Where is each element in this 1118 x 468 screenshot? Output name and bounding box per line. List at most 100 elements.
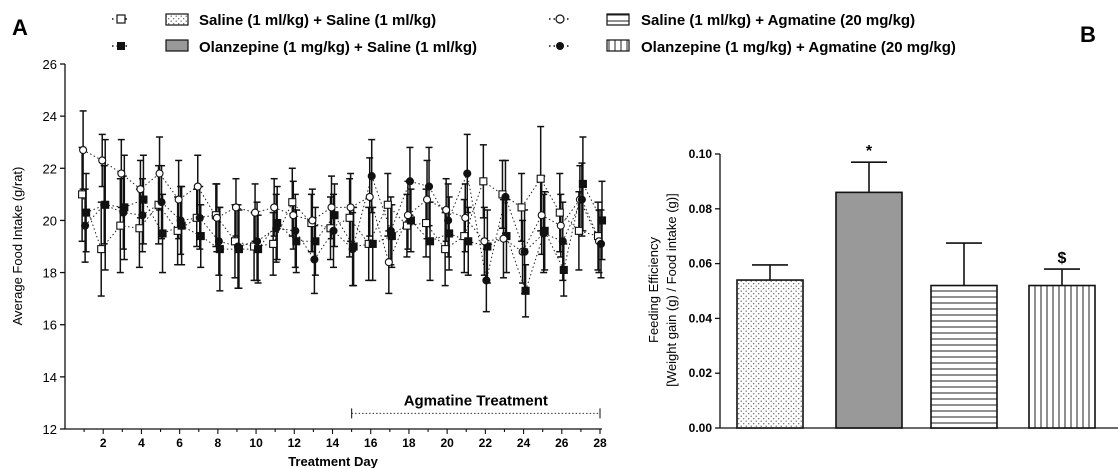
agmatine-treatment-label: Agmatine Treatment: [404, 392, 548, 409]
y-tick-label: 0.02: [689, 366, 713, 380]
marker-filled-circle: [539, 229, 548, 238]
marker-open-square: [97, 245, 106, 254]
marker-open-circle: [155, 169, 164, 178]
marker-filled-circle: [501, 192, 510, 202]
marker-open-circle: [384, 258, 393, 267]
marker-filled-circle: [558, 237, 567, 246]
marker-open-circle: [308, 216, 317, 225]
marker-open-circle: [461, 213, 470, 222]
chart-a-x-ticks: 2 4 6 8 10 12 14 16 18 20 22 24 26 28: [83, 429, 607, 450]
marker-open-circle: [556, 221, 565, 230]
panel-b-label: B: [1080, 22, 1096, 47]
marker-filled-circle: [482, 276, 491, 285]
x-tick-label: 6: [176, 436, 183, 450]
significance-label: $: [1058, 250, 1067, 267]
chart-a-series-lines: [81, 149, 603, 293]
marker-open-circle: [289, 211, 298, 220]
marker-filled-square: [158, 229, 167, 238]
legend-label: Olanzepine (1 mg/kg) + Agmatine (20 mg/k…: [641, 39, 956, 56]
x-tick-label: 28: [593, 436, 607, 450]
marker-open-circle: [251, 208, 260, 217]
marker-filled-square: [559, 265, 568, 275]
marker-filled-circle: [310, 255, 319, 264]
marker-filled-circle: [520, 247, 529, 256]
x-tick-label: 18: [402, 436, 416, 450]
chart-b-y-label-line2: [Weight gain (g) / Food intake (g)]: [664, 193, 679, 386]
marker-open-square: [574, 226, 583, 235]
marker-filled-circle: [348, 245, 357, 254]
chart-b-y-ticks: 0.00 0.02 0.04 0.06 0.08 0.10: [689, 147, 720, 435]
marker-open-circle: [403, 211, 412, 220]
marker-open-circle: [98, 156, 107, 165]
x-tick-label: 24: [517, 436, 531, 450]
y-tick-label: 22: [43, 161, 57, 176]
y-tick-label: 18: [43, 266, 57, 281]
y-tick-label: 16: [43, 318, 57, 333]
y-tick-label: 0.10: [689, 147, 713, 161]
marker-open-square: [536, 174, 545, 183]
marker-filled-circle: [405, 177, 414, 186]
legend-item-saline-agmatine: Saline (1 ml/kg) + Agmatine (20 mg/kg): [549, 12, 915, 29]
marker-open-square: [269, 239, 278, 248]
legend-item-olanzepine-agmatine: Olanzepine (1 mg/kg) + Agmatine (20 mg/k…: [549, 39, 956, 56]
marker-open-square: [479, 177, 488, 186]
marker-filled-circle: [463, 169, 472, 178]
marker-open-circle: [117, 169, 126, 178]
marker-open-circle: [480, 237, 489, 246]
marker-filled-circle: [253, 237, 262, 246]
legend-label: Saline (1 ml/kg) + Saline (1 ml/kg): [199, 12, 436, 29]
marker-open-square: [135, 224, 144, 233]
legend-vertical-patch: [606, 39, 630, 52]
marker-open-circle: [174, 195, 183, 204]
y-tick-label: 26: [43, 57, 57, 72]
legend-grey-patch: [165, 39, 189, 52]
marker-open-circle: [327, 203, 336, 212]
marker-filled-square: [292, 237, 301, 246]
chart-a-y-label: Average Food Intake (g/rat): [10, 167, 25, 326]
bar-dotted: [736, 279, 804, 429]
x-tick-label: 4: [138, 436, 145, 450]
marker-filled-circle: [138, 211, 147, 220]
chart-a-markers: [78, 145, 607, 295]
marker-open-square: [441, 245, 450, 254]
marker-open-square: [288, 198, 297, 207]
chart-b-y-label-line1: Feeding Efficiency: [646, 237, 661, 343]
legend-open-circle-marker: [555, 14, 565, 24]
x-tick-label: 14: [326, 436, 340, 450]
bar-horizontal: [930, 284, 998, 429]
marker-open-circle: [270, 203, 279, 212]
marker-open-circle: [499, 234, 508, 243]
y-tick-label: 12: [43, 422, 57, 437]
marker-filled-square: [425, 237, 435, 246]
y-tick-label: 0.08: [689, 202, 713, 216]
marker-filled-square: [330, 211, 339, 220]
marker-open-circle: [537, 211, 546, 220]
marker-open-circle: [422, 195, 432, 204]
bar-grey: [835, 191, 903, 429]
marker-filled-circle: [577, 195, 586, 204]
legend-open-square-marker: [116, 14, 126, 24]
marker-filled-square: [464, 237, 473, 246]
marker-filled-circle: [176, 216, 185, 225]
marker-filled-square: [521, 286, 530, 295]
chart-b: 0.000.020.040.060.080.10 *$ Feeding Effi…: [646, 143, 1118, 435]
marker-open-square: [421, 218, 431, 228]
marker-open-circle: [365, 192, 374, 202]
marker-filled-square: [196, 232, 205, 241]
x-tick-label: 26: [555, 436, 569, 450]
y-tick-label: 14: [43, 370, 57, 385]
marker-filled-circle: [329, 226, 338, 235]
y-tick-label: 20: [43, 213, 57, 228]
legend-filled-circle-marker: [556, 42, 564, 50]
marker-open-circle: [193, 182, 202, 191]
y-tick-label: 0.00: [689, 421, 713, 435]
marker-filled-circle: [444, 216, 453, 225]
series-line-filled-circle: [84, 171, 602, 281]
x-tick-label: 20: [440, 436, 454, 450]
x-tick-label: 16: [364, 436, 378, 450]
marker-filled-circle: [596, 239, 606, 248]
y-tick-label: 24: [43, 109, 57, 124]
significance-label: *: [866, 143, 873, 160]
x-tick-label: 2: [100, 436, 107, 450]
marker-filled-square: [311, 237, 320, 246]
